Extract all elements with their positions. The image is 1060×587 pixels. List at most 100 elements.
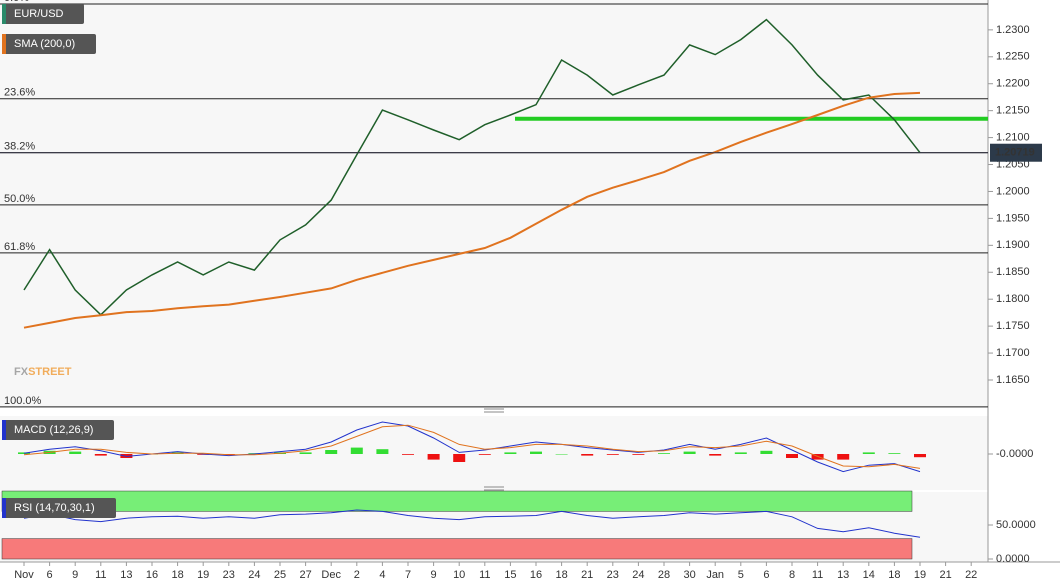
histogram-bar — [606, 454, 619, 455]
x-tick-label: Jan — [706, 569, 724, 581]
y-tick-label: 1.1950 — [996, 212, 1030, 224]
y-tick-label: 1.1800 — [996, 293, 1030, 305]
histogram-bar — [299, 452, 312, 454]
y-tick-label: 1.1650 — [996, 374, 1030, 386]
x-tick-label: 21 — [581, 569, 593, 581]
y-tick-label: 1.1900 — [996, 239, 1030, 251]
fib-label: 0.0% — [4, 0, 29, 4]
fib-label: 61.8% — [4, 241, 35, 253]
x-tick-label: 6 — [47, 569, 53, 581]
histogram-bar — [862, 452, 875, 454]
histogram-bar — [555, 454, 568, 455]
fib-label: 23.6% — [4, 87, 35, 99]
legend-label: SMA (200,0) — [14, 38, 75, 50]
legend-label: EUR/USD — [14, 8, 64, 20]
fib-label: 50.0% — [4, 193, 35, 205]
x-tick-label: 8 — [789, 569, 795, 581]
histogram-bar — [709, 454, 722, 456]
x-tick-label: 5 — [738, 569, 744, 581]
x-tick-label: 25 — [274, 569, 286, 581]
x-tick-label: 11 — [479, 569, 490, 581]
y-tick-label: 1.1750 — [996, 320, 1030, 332]
watermark: FXSTREET — [14, 366, 72, 378]
y-tick-label: 1.1850 — [996, 266, 1030, 278]
histogram-bar — [376, 449, 389, 454]
macd-panel — [0, 416, 988, 490]
y-tick-label: 1.2250 — [996, 51, 1030, 63]
legend-swatch — [2, 498, 6, 518]
x-tick-label: Nov — [14, 569, 34, 581]
y-tick-label: 1.2000 — [996, 185, 1030, 197]
y-tick-label: 1.2100 — [996, 131, 1030, 143]
x-tick-label: 7 — [405, 569, 411, 581]
x-tick-label: 6 — [763, 569, 769, 581]
x-tick-label: 23 — [223, 569, 235, 581]
watermark-part: FX — [14, 366, 29, 378]
y-tick-label: 1.1700 — [996, 347, 1030, 359]
histogram-bar — [632, 454, 645, 455]
histogram-bar — [530, 451, 542, 454]
signal-line — [23, 424, 921, 469]
x-tick-label: 18 — [555, 569, 567, 581]
sma-line — [23, 91, 921, 329]
last-price-box — [990, 143, 1042, 162]
x-tick-label: 19 — [197, 569, 209, 581]
legend-swatch — [2, 4, 6, 24]
x-tick-label: 18 — [888, 569, 900, 581]
histogram-bar — [94, 454, 107, 456]
rsi-line — [23, 509, 921, 538]
y-tick-label: 1.2300 — [996, 24, 1030, 36]
histogram-bar — [914, 454, 926, 458]
histogram-bar — [427, 454, 440, 460]
y-tick-label: 50.0000 — [996, 519, 1036, 531]
rsi-band — [1, 490, 913, 512]
histogram-bar — [478, 454, 491, 455]
histogram-bar — [504, 452, 517, 454]
x-tick-label: 22 — [965, 569, 977, 581]
legend-swatch — [2, 420, 6, 440]
x-tick-label: Dec — [321, 569, 341, 581]
histogram-bar — [453, 454, 466, 462]
histogram-bar — [350, 447, 363, 454]
histogram-bar — [786, 454, 798, 458]
y-tick-label: 0.0000 — [996, 553, 1030, 565]
histogram-bar — [837, 454, 850, 460]
x-tick-label: 19 — [914, 569, 926, 581]
x-tick-label: 15 — [504, 569, 516, 581]
x-tick-label: 27 — [299, 569, 311, 581]
last-price-label: 1.20719 — [995, 147, 1035, 159]
macd-line — [23, 421, 921, 473]
y-tick-label: -0.0000 — [996, 448, 1033, 460]
y-tick-label: 1.2150 — [996, 105, 1030, 117]
x-tick-label: 4 — [379, 569, 385, 581]
histogram-bar — [760, 450, 773, 454]
x-tick-label: 21 — [939, 569, 951, 581]
x-tick-label: 18 — [171, 569, 183, 581]
legend-box — [2, 34, 96, 54]
main-panel — [0, 0, 988, 408]
rsi-band — [1, 538, 913, 560]
legend-label: RSI (14,70,30,1) — [14, 502, 95, 514]
legend-box — [2, 498, 116, 518]
x-tick-label: 10 — [453, 569, 465, 581]
x-tick-label: 11 — [812, 569, 823, 581]
x-tick-label: 24 — [248, 569, 260, 581]
x-tick-label: 24 — [632, 569, 644, 581]
histogram-bar — [658, 453, 670, 454]
x-tick-label: 14 — [863, 569, 875, 581]
histogram-bar — [734, 452, 747, 454]
panel-divider — [484, 408, 504, 491]
histogram-bar — [581, 454, 594, 456]
x-tick-label: 13 — [837, 569, 849, 581]
x-tick-label: 9 — [72, 569, 78, 581]
y-tick-label: 1.2200 — [996, 78, 1030, 90]
histogram-bar — [402, 454, 414, 455]
histogram-bar — [888, 453, 901, 454]
fib-label: 38.2% — [4, 141, 35, 153]
histogram-bar — [683, 451, 696, 454]
histogram-bar — [325, 450, 338, 454]
x-tick-label: 2 — [354, 569, 360, 581]
price-line — [23, 18, 921, 316]
legend-swatch — [2, 34, 6, 54]
fib-label: 100.0% — [4, 395, 42, 407]
